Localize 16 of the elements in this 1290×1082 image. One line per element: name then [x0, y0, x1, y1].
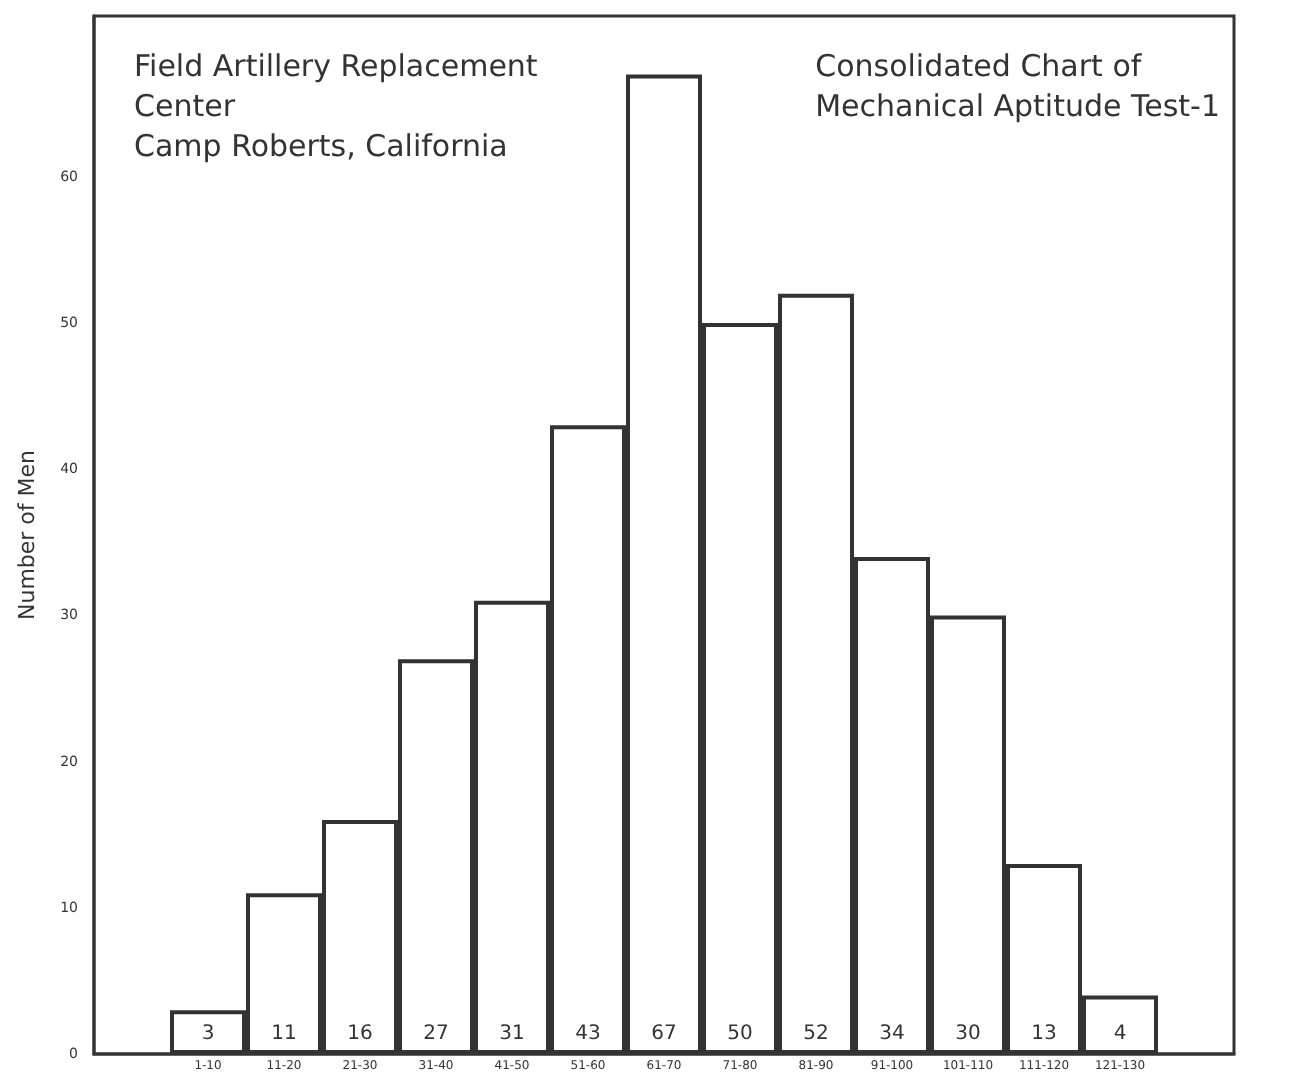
data-label: 67	[651, 1023, 677, 1045]
data-label: 30	[955, 1023, 981, 1045]
data-label: 52	[803, 1023, 829, 1045]
data-label: 11	[271, 1023, 297, 1045]
data-label: 4	[1113, 1023, 1127, 1045]
data-label: 3	[201, 1023, 215, 1045]
data-label: 50	[727, 1023, 753, 1045]
data-label: 27	[423, 1023, 449, 1045]
data-label: 13	[1031, 1023, 1057, 1045]
y-axis-title: Number of Men	[14, 449, 40, 621]
data-label: 43	[575, 1023, 601, 1045]
data-label: 31	[499, 1023, 525, 1045]
text: Consolidated Chart of Mechanical Aptitude Test-1	[815, 48, 1221, 124]
data-label: 16	[347, 1023, 373, 1045]
text: Field Artillery Replacement Center Camp Roberts, California	[134, 48, 538, 164]
data-label: 34	[879, 1023, 905, 1045]
